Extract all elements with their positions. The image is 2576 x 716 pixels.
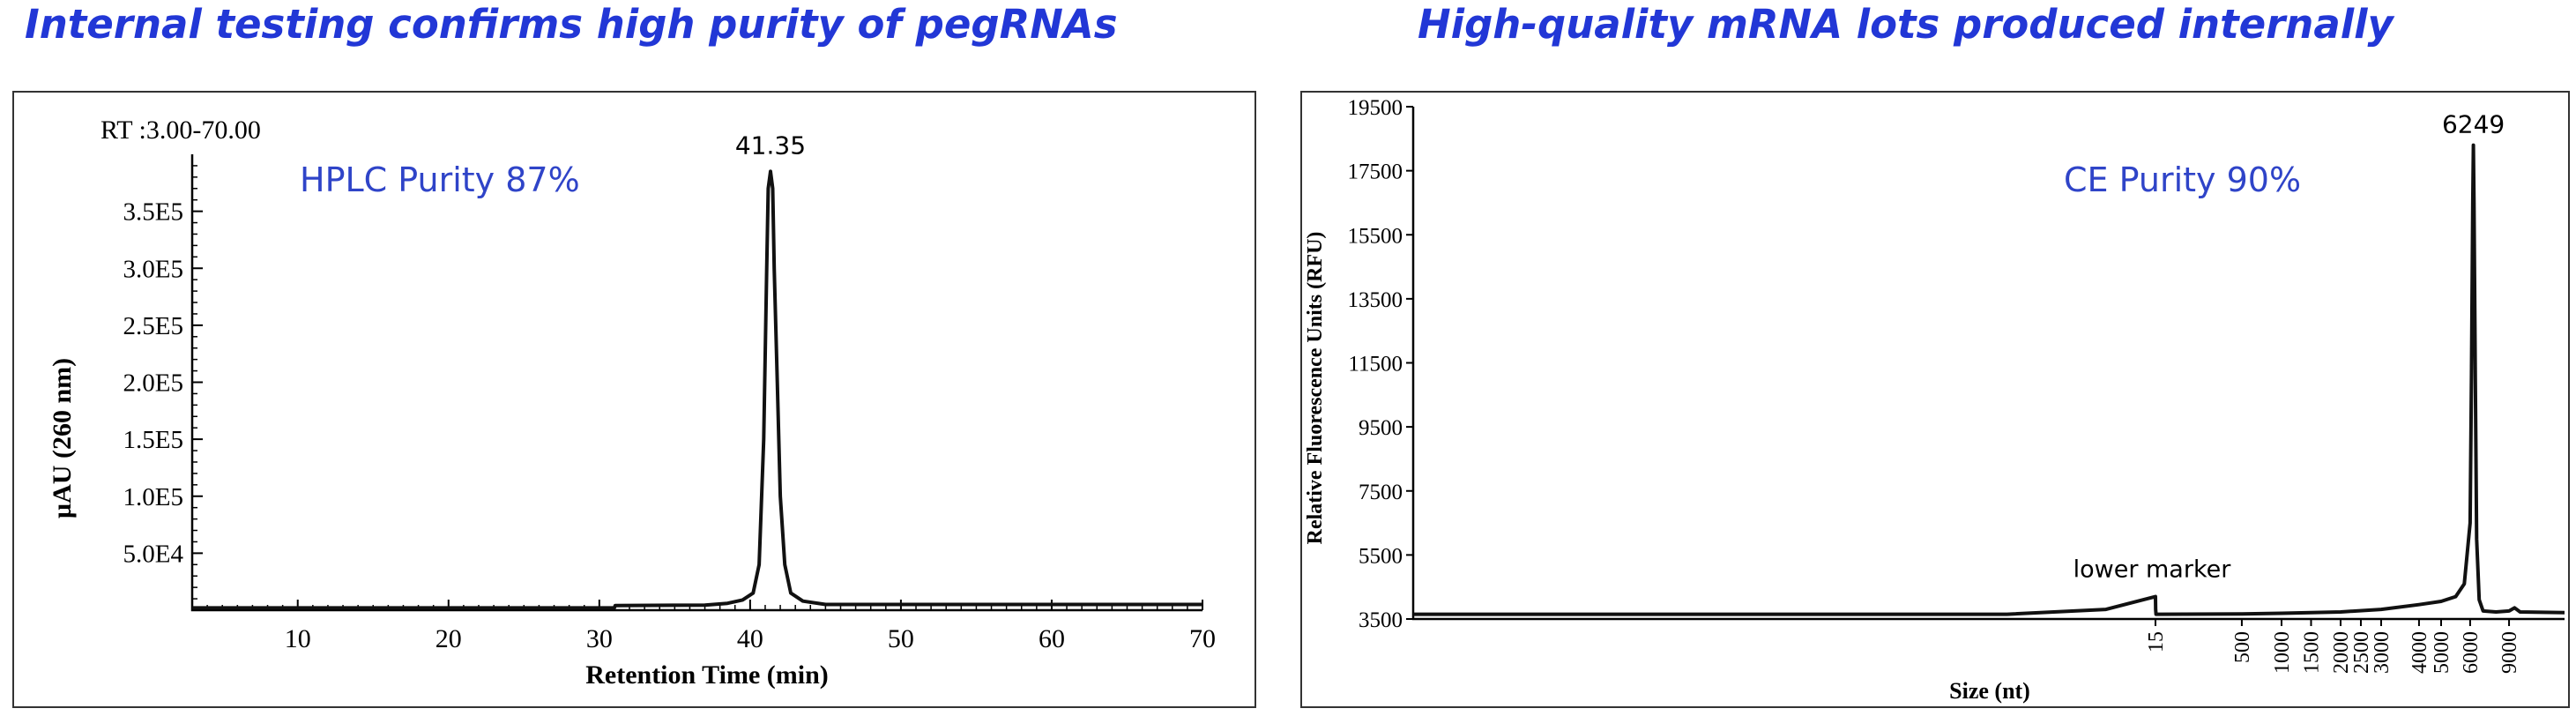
hplc-x-tick-label: 60 xyxy=(1039,624,1065,653)
hplc-trace-line xyxy=(192,169,1202,610)
ce-y-tick-label: 5500 xyxy=(1359,544,1403,568)
hplc-x-tick-label: 30 xyxy=(586,624,613,653)
hplc-x-tick-label: 70 xyxy=(1189,624,1216,653)
hplc-y-axis-label: µAU (260 nm) xyxy=(48,358,77,518)
hplc-y-tick-label: 1.0E5 xyxy=(123,483,183,511)
ce-x-tick-label: 3000 xyxy=(2371,631,2394,674)
hplc-tick-labels: 10 20 30 40 50 60 70 5.0E4 1.0E5 1.5E5 2.0E5 2.5E5 3… xyxy=(123,198,1216,653)
ce-y-tick-label: 19500 xyxy=(1348,96,1403,120)
hplc-x-tick-label: 10 xyxy=(285,624,311,653)
ce-x-tick-label: 4000 xyxy=(2408,631,2431,674)
ce-trace-line xyxy=(1413,143,2565,616)
left-chart-title: Internal testing confirms high purity of… xyxy=(25,1,1118,48)
ce-y-tick-label: 15500 xyxy=(1348,224,1403,248)
hplc-y-tick-label: 3.5E5 xyxy=(123,198,183,227)
ce-chart-panel: CE Purity 90% 6249 lower marker Size (nt… xyxy=(1300,91,2570,708)
ce-x-tick-label: 500 xyxy=(2231,631,2254,663)
hplc-y-tick-label: 2.5E5 xyxy=(123,312,183,340)
ce-y-tick-label: 13500 xyxy=(1348,288,1403,312)
ce-x-tick-label: 1000 xyxy=(2271,631,2294,674)
ce-y-tick-label: 9500 xyxy=(1359,416,1403,440)
ce-y-tick-label: 7500 xyxy=(1359,481,1403,504)
hplc-axes xyxy=(190,154,1202,612)
ce-peak-label: 6249 xyxy=(2442,110,2505,139)
ce-purity-annotation: CE Purity 90% xyxy=(2064,160,2301,199)
ce-x-tick-label: 2000 xyxy=(2330,631,2353,674)
hplc-x-tick-label: 20 xyxy=(436,624,462,653)
hplc-axis-lines xyxy=(190,154,1202,612)
hplc-y-tick-label: 1.5E5 xyxy=(123,426,183,454)
ce-x-tick-label: 5000 xyxy=(2431,631,2453,674)
hplc-chart-panel: RT :3.00-70.00 HPLC Purity 87% 41.35 Ret… xyxy=(12,91,1256,708)
hplc-x-tick-label: 50 xyxy=(888,624,914,653)
hplc-chart: RT :3.00-70.00 HPLC Purity 87% 41.35 Ret… xyxy=(48,116,1216,690)
hplc-x-axis-label: Retention Time (min) xyxy=(585,660,829,690)
ce-y-axis-label: Relative Fluorescence Units (RFU) xyxy=(1304,232,1327,545)
ce-x-axis-label: Size (nt) xyxy=(1949,678,2030,704)
ce-tick-labels: 3500550075009500115001350015500175001950… xyxy=(1348,96,2522,674)
hplc-x-tick-label: 40 xyxy=(737,624,763,653)
hplc-purity-annotation: HPLC Purity 87% xyxy=(300,160,580,199)
ce-axis-lines xyxy=(1411,107,2565,621)
ce-x-tick-label: 15 xyxy=(2145,631,2168,653)
ce-ticks xyxy=(1406,106,2511,626)
ce-y-tick-label: 11500 xyxy=(1348,353,1403,377)
rt-range-label: RT :3.00-70.00 xyxy=(101,116,261,145)
ce-y-tick-label: 17500 xyxy=(1348,160,1403,184)
ce-x-tick-label: 6000 xyxy=(2460,631,2483,674)
hplc-peak-label: 41.35 xyxy=(735,131,806,160)
ce-x-tick-label: 9000 xyxy=(2498,631,2521,674)
ce-x-tick-label: 2500 xyxy=(2350,631,2373,674)
hplc-y-tick-label: 5.0E4 xyxy=(123,540,184,568)
ce-chart: CE Purity 90% 6249 lower marker Size (nt… xyxy=(1304,96,2565,704)
right-chart-title: High-quality mRNA lots produced internal… xyxy=(1418,1,2394,48)
hplc-y-tick-label: 3.0E5 xyxy=(123,255,183,283)
hplc-ticks xyxy=(191,165,1203,610)
ce-y-tick-label: 3500 xyxy=(1359,608,1403,632)
ce-axes xyxy=(1411,107,2565,621)
hplc-y-tick-label: 2.0E5 xyxy=(123,369,183,398)
ce-x-tick-label: 1500 xyxy=(2300,631,2323,674)
lower-marker-label: lower marker xyxy=(2073,556,2232,584)
